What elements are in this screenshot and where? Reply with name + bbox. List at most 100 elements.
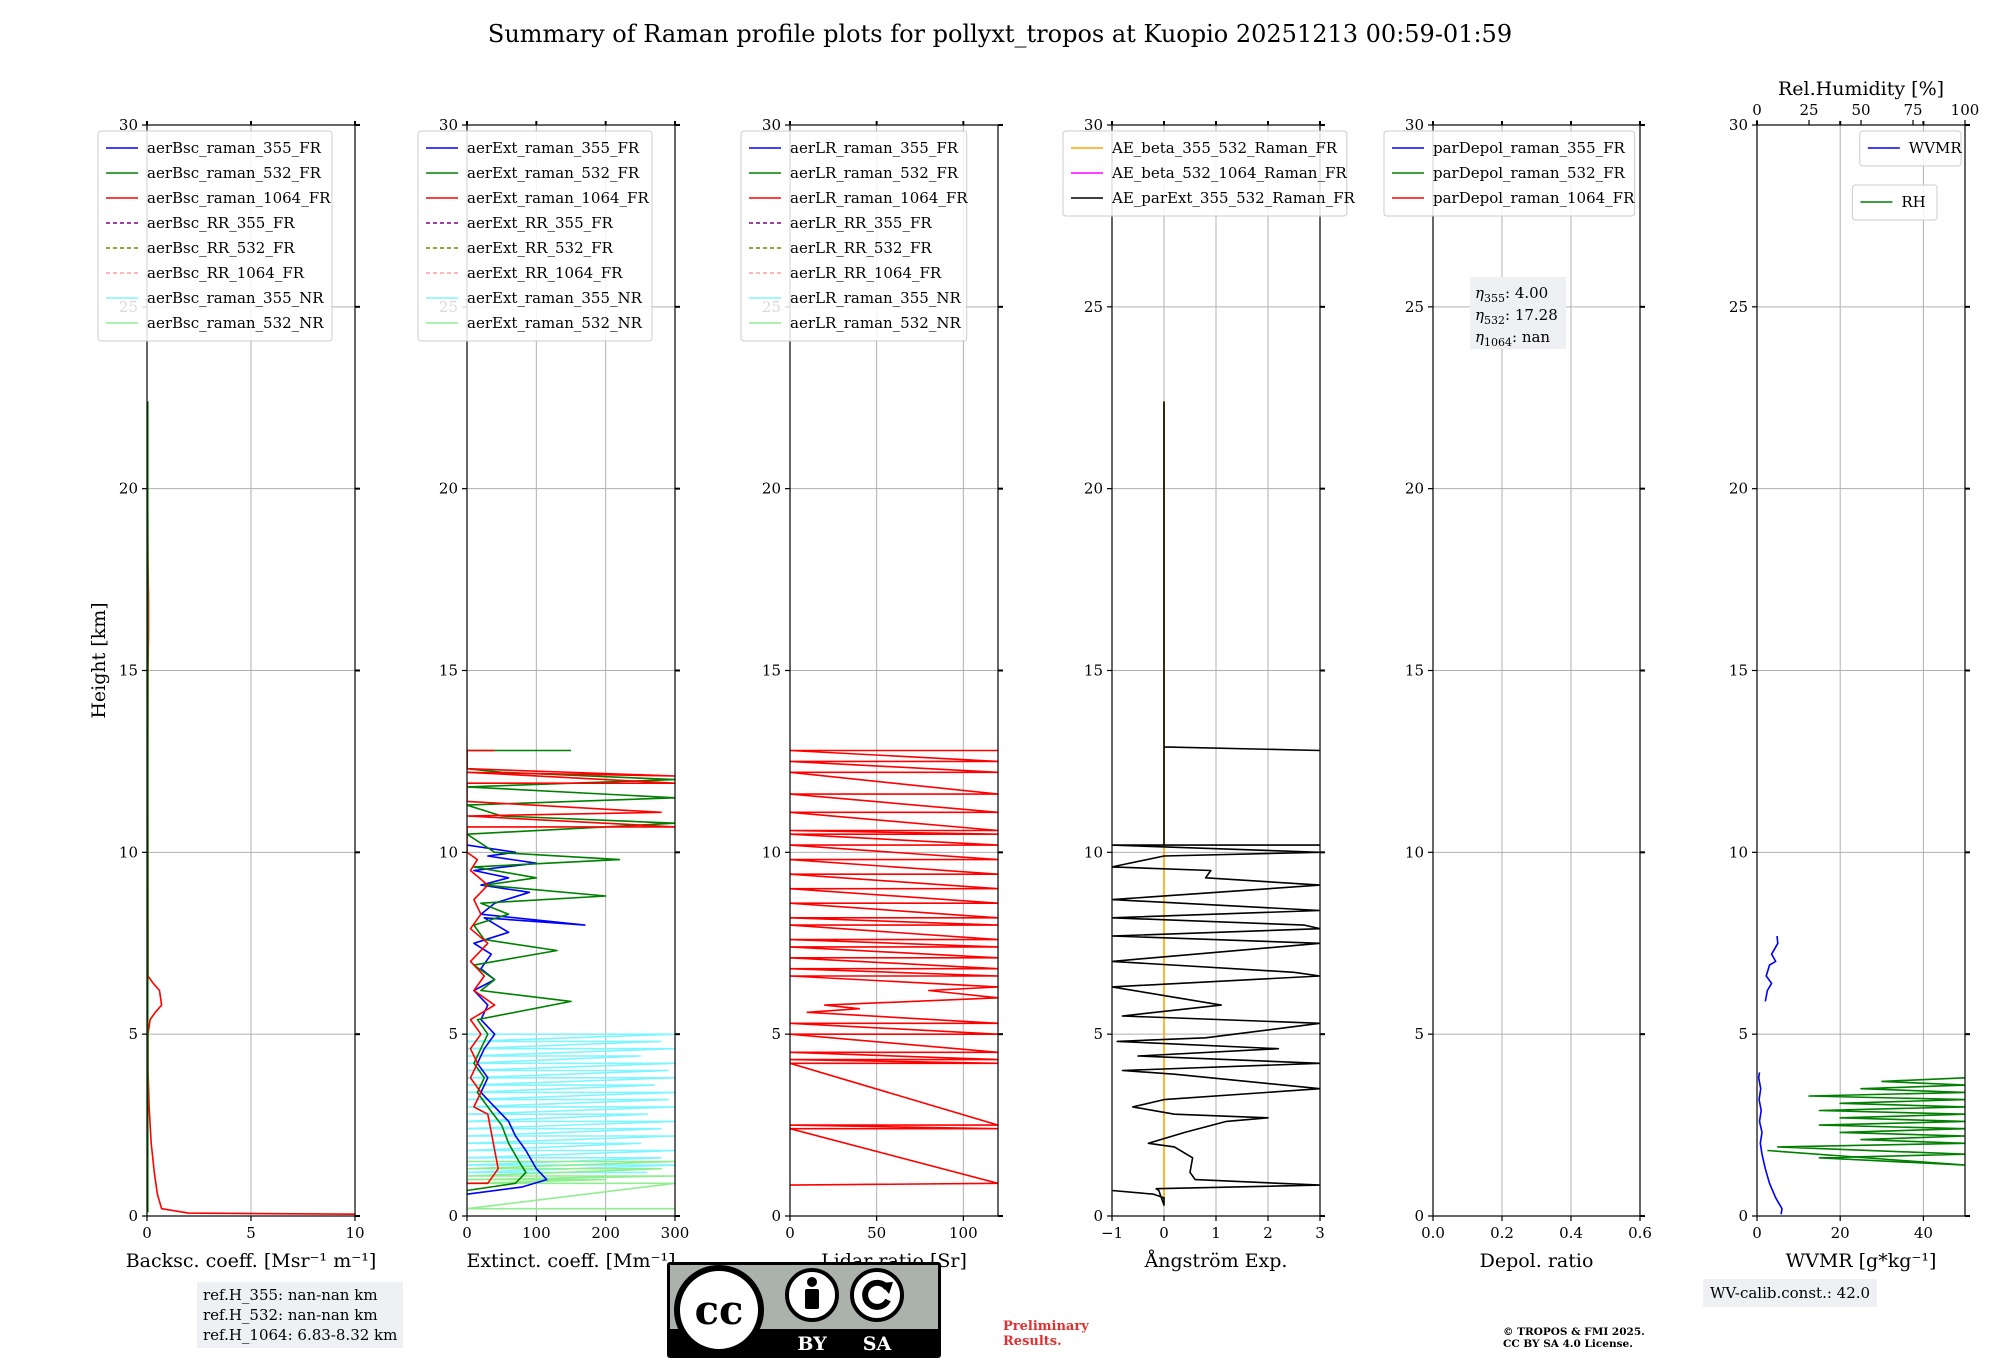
y-tick-label: 30 <box>1729 116 1748 134</box>
x-tick-label: 100 <box>522 1224 551 1242</box>
y-tick-label: 10 <box>1084 843 1103 861</box>
series-aerLR_raman_1064_FR <box>790 749 998 1186</box>
series-aerExt_raman_355_NR <box>467 1033 675 1174</box>
y-tick-label: 20 <box>1084 480 1103 498</box>
legend-entry-label: aerExt_RR_532_FR <box>467 239 614 257</box>
eta-box-bg <box>1470 277 1566 349</box>
x-tick-label: 300 <box>661 1224 690 1242</box>
eta-symbol: η <box>1475 284 1484 302</box>
legend-box <box>1383 130 1636 217</box>
legend-entry-label: parDepol_raman_355_FR <box>1433 139 1626 157</box>
plot-data <box>467 749 675 1210</box>
y-tick-label: 5 <box>771 1025 781 1043</box>
legend-entry-label: aerLR_raman_1064_FR <box>790 189 968 207</box>
legend: WVMR <box>1859 130 1962 167</box>
legend-entry-label: aerBsc_RR_532_FR <box>147 239 295 257</box>
y-tick-label: 0 <box>771 1207 781 1225</box>
legend-entry-label: parDepol_raman_1064_FR <box>1433 189 1635 207</box>
x-tick-label: 3 <box>1315 1224 1325 1242</box>
sa-label: SA <box>863 1333 892 1355</box>
legend-entry-label: aerExt_RR_1064_FR <box>467 264 623 282</box>
eta-line: η355: 4.00 <box>1475 284 1548 305</box>
y-tick-label: 5 <box>1738 1025 1748 1043</box>
ref-h-532: ref.H_532: nan-nan km <box>203 1306 378 1324</box>
y-tick-label: 15 <box>439 662 458 680</box>
legend: aerLR_raman_355_FR aerLR_raman_532_FR aerL… <box>740 130 968 342</box>
legend-entry-label: parDepol_raman_532_FR <box>1433 164 1626 182</box>
y-tick-label: 15 <box>1084 662 1103 680</box>
top-x-tick-label: 0 <box>1752 101 1762 119</box>
legend-entry-label: aerLR_raman_355_NR <box>790 289 961 307</box>
legend-box <box>1859 130 1962 167</box>
top-x-tick-label: 25 <box>1799 101 1818 119</box>
y-tick-label: 10 <box>1405 843 1424 861</box>
x-axis-label: Backsc. coeff. [Msr⁻¹ m⁻¹] <box>126 1250 377 1272</box>
y-tick-label: 30 <box>119 116 138 134</box>
sa-share-alike-icon <box>850 1268 904 1322</box>
y-tick-label: 30 <box>1405 116 1424 134</box>
legend: aerExt_raman_355_FR aerExt_raman_532_FRae… <box>417 130 653 342</box>
legend-box <box>97 130 333 342</box>
cc-icon <box>674 1265 764 1355</box>
wv-calib-const: WV-calib.const.: 42.0 <box>1710 1284 1871 1302</box>
x-tick-label: 0.6 <box>1628 1224 1652 1242</box>
y-tick-label: 20 <box>1729 480 1748 498</box>
ref-h-1064: ref.H_1064: 6.83-8.32 km <box>203 1326 398 1344</box>
x-tick-label: 0.4 <box>1559 1224 1583 1242</box>
copyright-line-2: CC BY SA 4.0 License. <box>1503 1338 1633 1350</box>
legend-rh: RH <box>1851 184 1938 221</box>
by-body <box>805 1289 819 1309</box>
cc-icon-text: cc <box>695 1287 744 1334</box>
legend-entry-label: aerLR_raman_355_FR <box>790 139 959 157</box>
y-tick-label: 5 <box>448 1025 458 1043</box>
y-tick-label: 25 <box>1729 298 1748 316</box>
y-tick-label: 0 <box>128 1207 138 1225</box>
x-tick-label: 200 <box>591 1224 620 1242</box>
x-tick-label: 1 <box>1211 1224 1221 1242</box>
y-tick-label: 5 <box>1414 1025 1424 1043</box>
eta-subscript: 355 <box>1484 292 1505 305</box>
y-tick-label: 5 <box>128 1025 138 1043</box>
wv-calibration-box: WV-calib.const.: 42.0 <box>1703 1279 1878 1307</box>
legend-entry-label: aerBsc_raman_355_NR <box>147 289 324 307</box>
legend-box <box>417 130 653 342</box>
y-tick-label: 15 <box>1729 662 1748 680</box>
x-tick-label: 0 <box>1752 1224 1762 1242</box>
reference-height-box: ref.H_355: nan-nan km ref.H_532: nan-nan… <box>197 1282 404 1348</box>
y-tick-label: 0 <box>1093 1207 1103 1225</box>
legend-box <box>1062 130 1348 217</box>
legend-entry-label: aerExt_raman_532_NR <box>467 314 643 332</box>
top-x-axis-label: Rel.Humidity [%] <box>1778 78 1944 100</box>
legend-entry-label: AE_beta_355_532_Raman_FR <box>1111 139 1338 157</box>
x-axis-label: WVMR [g*kg⁻¹] <box>1786 1250 1937 1272</box>
x-tick-label: 20 <box>1831 1224 1850 1242</box>
legend-entry-label: aerBsc_RR_1064_FR <box>147 264 305 282</box>
top-x-tick-label: 75 <box>1903 101 1922 119</box>
x-axis-label: Ångström Exp. <box>1144 1250 1288 1272</box>
top-x-tick-label: 50 <box>1851 101 1870 119</box>
series-AE_parExt_355_532_Raman_FR <box>1112 401 1320 1206</box>
series-aerExt_raman_532_NR <box>467 1160 675 1210</box>
y-tick-label: 15 <box>1405 662 1424 680</box>
eta-value: : nan <box>1512 328 1550 346</box>
eta-value: : 4.00 <box>1505 284 1548 302</box>
y-tick-label: 10 <box>762 843 781 861</box>
legend-entry-label: aerBsc_raman_532_NR <box>147 314 324 332</box>
x-tick-label: 5 <box>246 1224 256 1242</box>
sa-arrow <box>862 1279 891 1310</box>
y-tick-label: 0 <box>1414 1207 1424 1225</box>
y-tick-label: 10 <box>1729 843 1748 861</box>
panel-bsc: 0510152025300510Backsc. coeff. [Msr⁻¹ m⁻… <box>97 116 377 1272</box>
y-tick-label: 20 <box>762 480 781 498</box>
x-tick-label: 0 <box>142 1224 152 1242</box>
y-tick-label: 15 <box>762 662 781 680</box>
legend-entry-label: aerBsc_raman_1064_FR <box>147 189 331 207</box>
x-tick-label: 0 <box>785 1224 795 1242</box>
y-tick-label: 25 <box>1405 298 1424 316</box>
x-tick-label: −1 <box>1101 1224 1123 1242</box>
legend-entry-label: aerExt_raman_355_NR <box>467 289 643 307</box>
sa-arrow-head <box>880 1282 893 1294</box>
ref-h-355: ref.H_355: nan-nan km <box>203 1286 378 1304</box>
